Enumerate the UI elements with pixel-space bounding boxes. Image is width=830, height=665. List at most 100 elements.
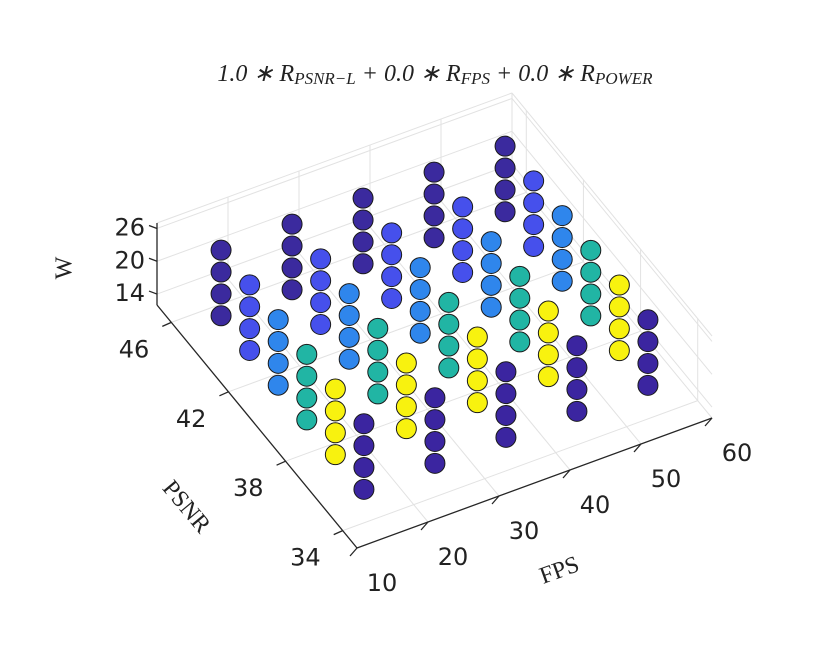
data-point <box>637 331 659 353</box>
data-point <box>423 161 445 183</box>
data-point <box>367 383 389 405</box>
data-point <box>409 300 431 322</box>
title-part: + 0.0 ∗ R <box>490 61 595 87</box>
data-point <box>438 291 460 313</box>
x-tick <box>420 521 429 531</box>
data-point <box>310 270 332 292</box>
data-point <box>566 335 588 357</box>
data-point <box>395 418 417 440</box>
data-point <box>523 192 545 214</box>
data-point <box>210 261 232 283</box>
data-point <box>338 348 360 370</box>
data-point <box>495 404 517 426</box>
y-tick <box>219 391 229 397</box>
data-point <box>637 309 659 331</box>
data-point <box>424 409 446 431</box>
data-point <box>494 201 516 223</box>
chart-title: 1.0 ∗ RPSNR−L + 0.0 ∗ RFPS + 0.0 ∗ RPOWE… <box>217 61 653 89</box>
data-point <box>352 209 374 231</box>
y-tick-label: 38 <box>233 474 264 502</box>
data-point <box>423 183 445 205</box>
data-point <box>523 235 545 257</box>
data-point <box>551 248 573 270</box>
y-tick <box>162 321 172 327</box>
data-point <box>580 239 602 261</box>
data-point <box>395 396 417 418</box>
data-point <box>324 400 346 422</box>
data-point <box>281 257 303 279</box>
y-axis <box>156 304 358 549</box>
data-point <box>466 348 488 370</box>
box-edge <box>156 92 513 224</box>
x-tick-label: 30 <box>509 517 540 545</box>
data-point <box>551 205 573 227</box>
data-point <box>608 296 630 318</box>
data-point <box>438 335 460 357</box>
data-point <box>423 227 445 249</box>
data-point <box>239 339 261 361</box>
data-point <box>267 309 289 331</box>
data-point <box>324 444 346 466</box>
data-point <box>381 244 403 266</box>
data-point <box>281 279 303 301</box>
data-point <box>551 226 573 248</box>
x-tick <box>491 495 500 505</box>
y-tick-label: 46 <box>119 335 150 363</box>
data-point <box>452 218 474 240</box>
x-tick-label: 60 <box>722 439 753 467</box>
grid-line <box>511 174 713 419</box>
data-point <box>353 478 375 500</box>
data-point <box>239 318 261 340</box>
data-point <box>424 430 446 452</box>
grid-line <box>156 97 513 229</box>
data-point <box>480 296 502 318</box>
data-point <box>409 322 431 344</box>
x-tick <box>633 443 642 453</box>
data-point <box>438 313 460 335</box>
data-point <box>495 426 517 448</box>
data-point <box>395 352 417 374</box>
data-point <box>566 378 588 400</box>
x-tick-label: 40 <box>580 491 611 519</box>
z-tick-label: 26 <box>114 213 145 241</box>
data-point <box>466 326 488 348</box>
data-point <box>494 157 516 179</box>
data-point <box>367 317 389 339</box>
data-point <box>239 296 261 318</box>
data-point <box>494 135 516 157</box>
box-edge <box>511 92 713 337</box>
data-point <box>296 387 318 409</box>
data-point <box>537 366 559 388</box>
data-point <box>296 343 318 365</box>
data-point <box>580 283 602 305</box>
x-axis <box>356 417 713 549</box>
data-point <box>424 387 446 409</box>
data-point <box>381 266 403 288</box>
z-tick-label: 20 <box>114 246 145 274</box>
data-point <box>324 378 346 400</box>
data-point <box>338 283 360 305</box>
data-point <box>281 213 303 235</box>
title-part: FPS <box>460 69 491 88</box>
grid-line <box>227 278 429 523</box>
data-point <box>580 305 602 327</box>
y-tick-label: 34 <box>290 544 321 572</box>
grid-line <box>156 130 513 262</box>
data-point <box>452 196 474 218</box>
data-point <box>509 331 531 353</box>
data-point <box>495 361 517 383</box>
title-part: + 0.0 ∗ R <box>356 61 461 87</box>
data-point <box>338 326 360 348</box>
data-point <box>637 374 659 396</box>
data-point <box>324 422 346 444</box>
y-tick <box>333 530 343 536</box>
data-point <box>310 313 332 335</box>
x-tick <box>704 417 713 427</box>
data-point <box>352 187 374 209</box>
data-point <box>310 292 332 314</box>
data-point <box>452 240 474 262</box>
data-point <box>267 352 289 374</box>
grid-line <box>440 200 642 445</box>
data-point <box>367 339 389 361</box>
